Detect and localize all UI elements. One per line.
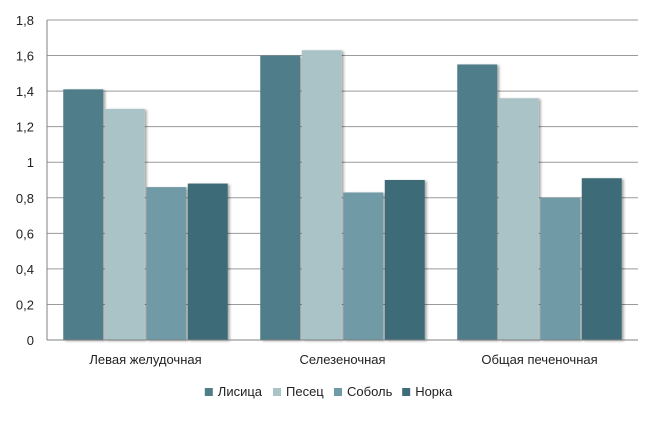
y-tick-label: 0	[27, 333, 34, 348]
y-tick-label: 1,6	[16, 49, 34, 64]
y-tick-label: 1,8	[16, 13, 34, 28]
legend-swatch	[204, 388, 213, 396]
legend-swatch	[273, 388, 281, 396]
legend-label: Соболь	[347, 384, 393, 399]
y-tick-label: 1,4	[16, 84, 34, 99]
bar	[498, 98, 539, 340]
y-tick-label: 0,6	[16, 226, 34, 241]
legend-label: Норка	[415, 384, 453, 399]
bar	[104, 108, 145, 340]
gridlines	[47, 19, 638, 305]
bars	[63, 50, 622, 341]
bar	[384, 180, 425, 340]
legend-label: Песец	[286, 384, 324, 399]
bar	[146, 187, 187, 340]
bar	[187, 183, 228, 340]
bar	[63, 89, 104, 340]
y-axis-tick-labels: 0 0,2 0,4 0,6 0,8 1 1,2 1,4 1,6 1,8	[16, 13, 34, 348]
bar	[301, 50, 342, 340]
y-tick-label: 0,4	[16, 262, 34, 277]
y-tick-label: 1	[27, 155, 34, 170]
x-category-label: Общая печеночная	[481, 352, 597, 367]
y-tick-label: 0,2	[16, 297, 34, 312]
y-tick-label: 1,2	[16, 120, 34, 135]
bar	[260, 55, 301, 341]
x-category-label: Левая желудочная	[89, 352, 201, 367]
legend-swatch	[402, 388, 411, 396]
y-tick-label: 0,8	[16, 191, 34, 206]
bar	[540, 197, 581, 340]
bar	[343, 192, 384, 340]
axes	[46, 20, 638, 341]
legend-label: Лисица	[218, 384, 263, 399]
bar	[457, 64, 498, 340]
legend-swatch	[334, 388, 342, 396]
x-axis-category-labels: Левая желудочная Селезеночная Общая печено…	[89, 352, 597, 367]
legend: Лисица Песец Соболь Норка	[204, 384, 453, 399]
x-category-label: Селезеночная	[299, 352, 385, 367]
bar	[581, 178, 622, 340]
